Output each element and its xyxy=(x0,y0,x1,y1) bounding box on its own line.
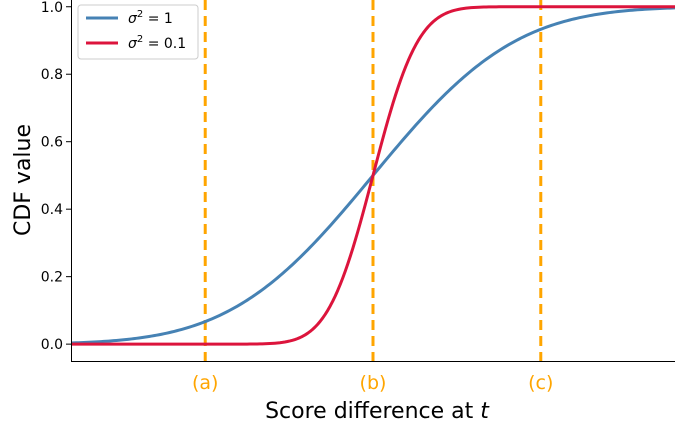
y-tick-label-1: 0.2 xyxy=(41,270,63,286)
marker-label-0: (a) xyxy=(192,372,218,394)
series-line-1 xyxy=(71,5,675,346)
y-ticks: 0.0 0.2 0.4 0.6 0.8 1.0 xyxy=(41,0,71,353)
y-tick-label-4: 0.8 xyxy=(41,67,63,83)
y-axis-title: CDF value xyxy=(11,124,36,236)
x-axis-title: Score difference at t xyxy=(265,399,490,424)
y-tick-label-2: 0.4 xyxy=(41,202,63,218)
legend: σ2 = 1 σ2 = 0.1 xyxy=(77,4,199,60)
y-tick-label-3: 0.6 xyxy=(41,135,63,151)
marker-label-1: (b) xyxy=(360,372,387,394)
y-tick-label-0: 0.0 xyxy=(41,337,63,353)
y-tick-label-5: 1.0 xyxy=(41,0,63,16)
marker-labels: (a) (b) (c) xyxy=(192,372,553,394)
legend-label-sigma01: σ2 = 0.1 xyxy=(128,34,186,52)
axes xyxy=(71,0,675,362)
legend-label-sigma1: σ2 = 1 xyxy=(128,9,173,27)
series-lines xyxy=(70,5,675,346)
marker-label-2: (c) xyxy=(528,372,553,394)
x-axis-variable: t xyxy=(480,399,490,424)
